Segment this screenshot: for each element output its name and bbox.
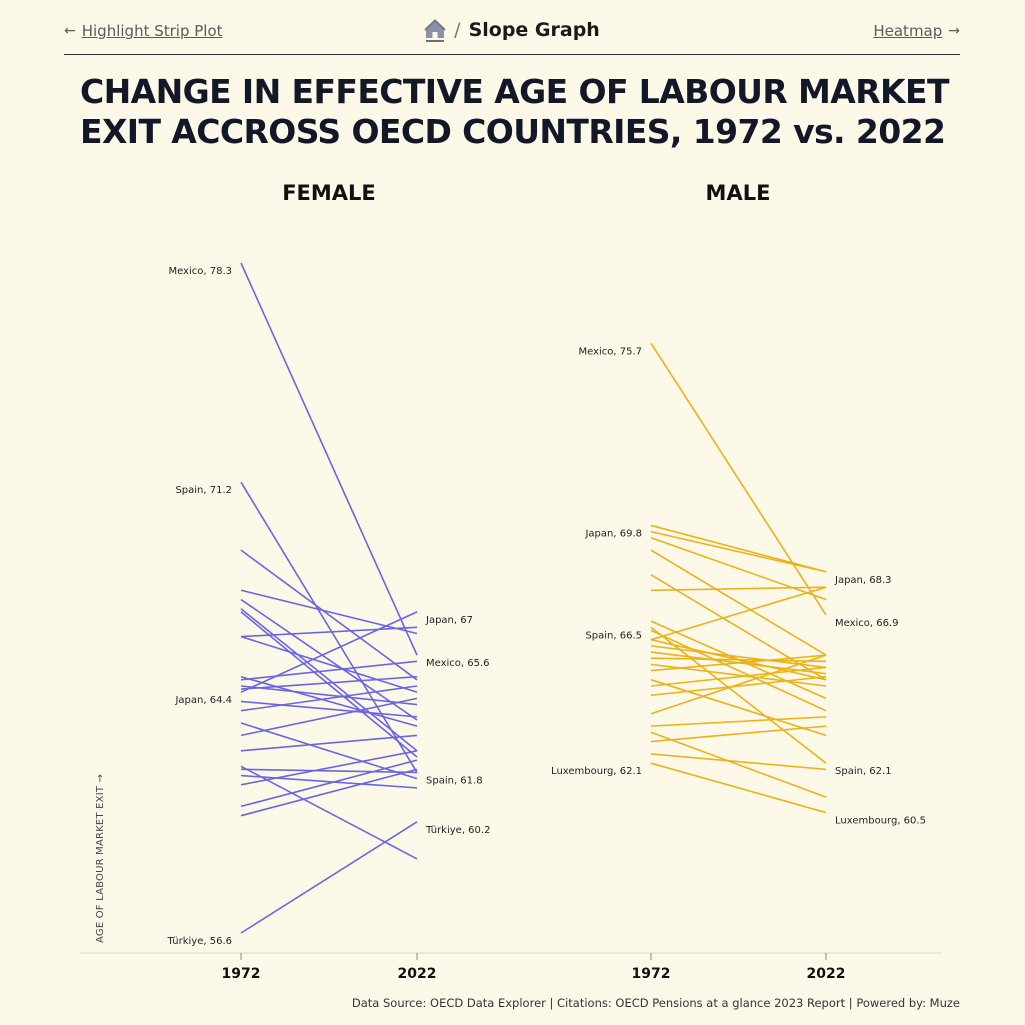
point-label-2022: Mexico, 66.9 <box>835 618 899 629</box>
slope-line <box>650 675 827 697</box>
point-label-1972: Türkiye, 56.6 <box>167 936 232 947</box>
slope-line <box>240 549 418 681</box>
slope-line <box>240 700 418 718</box>
slope-line <box>240 765 418 860</box>
data-source-note: Data Source: OECD Data Explorer | Citati… <box>351 996 960 1010</box>
slope-line <box>650 342 827 616</box>
y-axis-label: AGE OF LABOUR MARKET EXIT → <box>95 774 106 943</box>
slope-line <box>650 537 827 601</box>
x-tick-label: 1972 <box>632 966 671 982</box>
slope-line <box>240 635 418 693</box>
slope-line <box>650 716 827 727</box>
slope-line <box>240 821 418 934</box>
slope-line <box>650 725 827 743</box>
slope-line <box>240 685 418 712</box>
slope-line <box>650 654 827 715</box>
panel-title-female: FEMALE <box>282 181 376 205</box>
point-label-1972: Spain, 66.5 <box>585 630 642 641</box>
next-chart-label[interactable]: Heatmap <box>873 22 943 40</box>
slope-line <box>650 549 827 656</box>
slope-line <box>240 598 418 721</box>
arrow-left-icon: ← <box>64 23 76 39</box>
point-label-1972: Mexico, 75.7 <box>578 346 642 357</box>
top-navigation: ← Highlight Strip Plot / Slope Graph Hea… <box>64 14 960 55</box>
slope-line <box>240 262 418 656</box>
x-tick-label: 1972 <box>222 966 261 982</box>
slope-line <box>240 768 418 817</box>
slope-line <box>650 654 827 672</box>
slope-line <box>240 685 418 706</box>
slope-line <box>650 666 827 687</box>
slope-line <box>240 774 418 789</box>
slope-line <box>240 608 418 752</box>
slope-line <box>240 722 418 780</box>
home-icon[interactable] <box>424 18 446 42</box>
slope-line <box>240 481 418 773</box>
point-label-2022: Mexico, 65.6 <box>426 658 490 669</box>
slope-line <box>650 645 827 669</box>
point-label-2022: Türkiye, 60.2 <box>425 825 490 836</box>
chart-title: CHANGE IN EFFECTIVE AGE OF LABOUR MARKET… <box>80 72 949 151</box>
slope-line <box>650 586 827 641</box>
point-label-2022: Spain, 61.8 <box>426 775 483 786</box>
slope-line <box>240 768 418 774</box>
slope-line <box>240 759 418 808</box>
slope-line <box>650 629 827 712</box>
point-label-1972: Luxembourg, 62.1 <box>551 766 642 777</box>
slope-line <box>240 675 418 727</box>
slope-line <box>240 734 418 752</box>
point-label-2022: Japan, 67 <box>425 615 473 626</box>
breadcrumb-separator: / <box>454 19 461 41</box>
slope-line <box>650 657 827 663</box>
prev-chart-label[interactable]: Highlight Strip Plot <box>81 22 223 40</box>
slope-line <box>650 679 827 737</box>
slope-line <box>650 524 827 573</box>
slope-line <box>650 753 827 771</box>
panel-title-male: MALE <box>706 181 771 205</box>
slope-line <box>650 731 827 798</box>
breadcrumb: / Slope Graph <box>64 18 960 42</box>
slope-line <box>240 675 418 690</box>
breadcrumb-current: Slope Graph <box>468 19 600 41</box>
point-label-2022: Luxembourg, 60.5 <box>835 816 926 827</box>
next-chart-link[interactable]: Heatmap → <box>873 22 960 40</box>
slope-line <box>240 589 418 635</box>
slope-line <box>650 574 827 681</box>
arrow-right-icon: → <box>948 23 960 39</box>
point-label-1972: Japan, 64.4 <box>174 695 232 706</box>
slope-chart-svg: AGE OF LABOUR MARKET EXIT → FEMALE 1972 202… <box>80 181 942 982</box>
slope-line <box>650 762 827 814</box>
prev-chart-link[interactable]: ← Highlight Strip Plot <box>64 22 223 40</box>
point-label-2022: Spain, 62.1 <box>835 766 892 777</box>
slope-line <box>240 697 418 737</box>
point-label-2022: Japan, 68.3 <box>834 575 892 586</box>
point-label-1972: Mexico, 78.3 <box>168 266 232 277</box>
slope-line <box>650 530 827 573</box>
slope-line <box>240 660 418 681</box>
point-label-1972: Japan, 69.8 <box>584 528 642 539</box>
x-tick-label: 2022 <box>807 966 846 982</box>
point-label-1972: Spain, 71.2 <box>175 485 232 496</box>
x-tick-label: 2022 <box>398 966 437 982</box>
slope-line <box>240 626 418 638</box>
slope-line <box>240 611 418 693</box>
slope-line <box>240 611 418 758</box>
slope-chart: AGE OF LABOUR MARKET EXIT → FEMALE 1972 202… <box>0 160 1025 1000</box>
slope-line <box>240 750 418 786</box>
slope-line <box>650 586 827 592</box>
